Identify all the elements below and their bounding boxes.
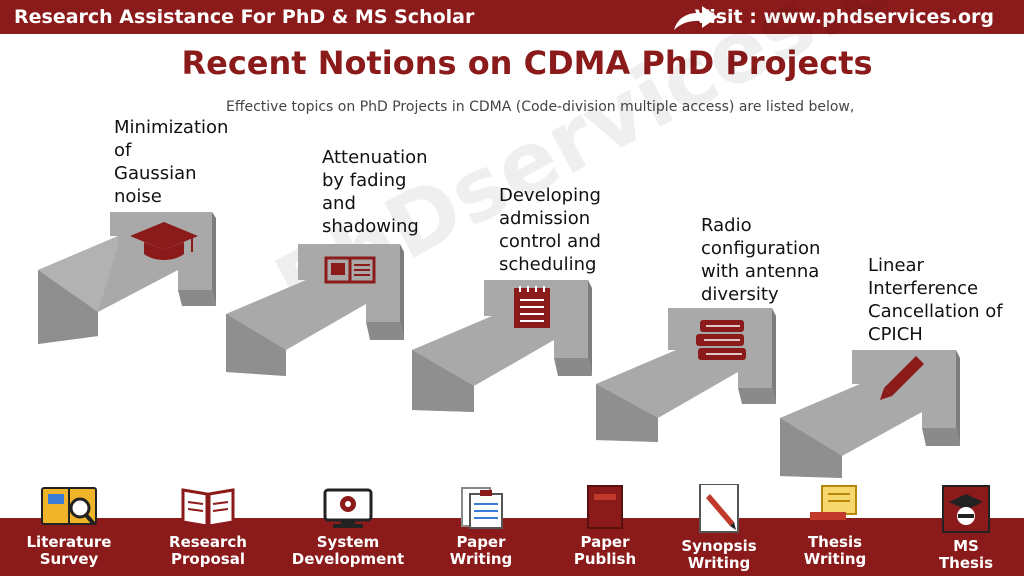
- service-literature-survey[interactable]: Literature Survey: [9, 484, 129, 568]
- service-system-development[interactable]: System Development: [288, 484, 408, 568]
- pen-paper-icon: [699, 484, 739, 533]
- page-title: Recent Notions on CDMA PhD Projects: [181, 44, 873, 82]
- graduate-icon: [942, 485, 990, 533]
- pencil-icon: [880, 356, 924, 400]
- share-arrow-icon: [674, 6, 718, 30]
- step-arrow-4: [596, 308, 776, 442]
- service-thesis-writing[interactable]: Thesis Writing: [775, 484, 895, 568]
- page-subtitle: Effective topics on PhD Projects in CDMA…: [226, 99, 855, 115]
- step-label-4: Radio configuration with antenna diversity: [701, 215, 821, 305]
- service-synopsis-writing[interactable]: Synopsis Writing: [659, 484, 779, 572]
- service-ms-thesis[interactable]: MS Thesis: [906, 484, 1024, 572]
- clipboard-icon: [461, 487, 503, 529]
- step-label-5: Linear Interference Cancellation of CPICH: [868, 255, 1003, 345]
- magnifier-icon: [41, 487, 97, 526]
- book-icon: [587, 485, 623, 529]
- step-arrow-3: [412, 280, 592, 412]
- graduation-cap-icon: [130, 222, 198, 260]
- service-research-proposal[interactable]: Research Proposal: [148, 484, 268, 568]
- open-book-icon: [181, 488, 235, 528]
- open-book-icon: [324, 256, 376, 284]
- service-paper-writing[interactable]: Paper Writing: [421, 484, 541, 568]
- step-label-2: Attenuation by fading and shadowing: [322, 147, 428, 237]
- step-label-1: Minimization of Gaussian noise: [114, 117, 229, 207]
- step-label-3: Developing admission control and scheduling: [499, 185, 601, 275]
- notepad-icon: [514, 286, 550, 328]
- step-arrow-5: [780, 350, 960, 478]
- header-bar: Research Assistance For PhD & MS Scholar…: [0, 0, 1024, 34]
- scroll-icon: [810, 485, 857, 528]
- website-link[interactable]: Visit : www.phdservices.org: [694, 6, 994, 28]
- books-stack-icon: [696, 320, 746, 360]
- step-arrow-1: [38, 212, 216, 344]
- header-tagline: Research Assistance For PhD & MS Scholar: [14, 6, 475, 28]
- step-arrow-2: [226, 244, 404, 376]
- services-bar: [0, 518, 1024, 576]
- service-paper-publish[interactable]: Paper Publish: [545, 484, 665, 568]
- monitor-icon: [323, 488, 373, 528]
